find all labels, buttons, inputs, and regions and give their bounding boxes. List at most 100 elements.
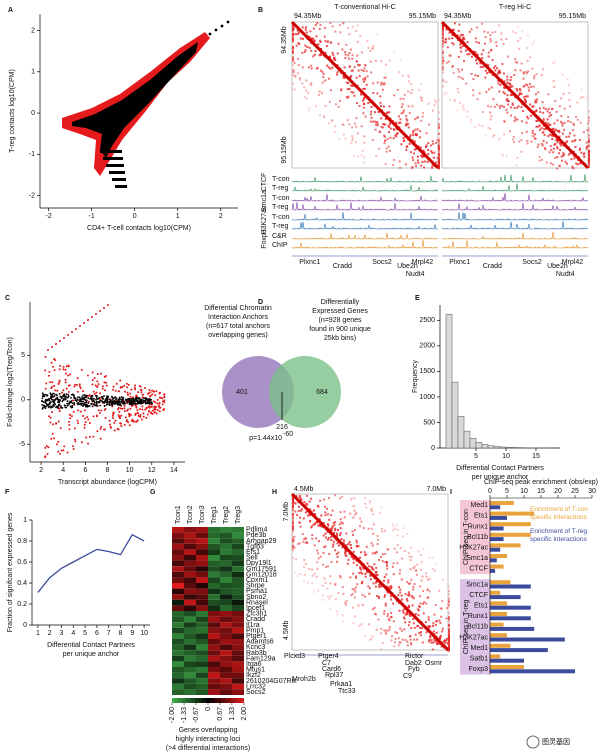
hic-pixel (588, 163, 590, 166)
hic-pixel (488, 88, 491, 91)
hic-pixel (330, 529, 333, 532)
hic-pixel (338, 24, 341, 27)
hic-pixel (439, 636, 442, 639)
point-black (77, 403, 79, 406)
point-black (54, 403, 57, 406)
hic-pixel (403, 550, 406, 553)
hic-pixel (527, 117, 530, 120)
point-black (71, 393, 73, 396)
hic-pixel (370, 110, 373, 113)
heatmap-cell (208, 605, 220, 611)
hic-pixel (448, 631, 450, 634)
panel-letter: F (5, 489, 10, 496)
heatmap-cell (232, 583, 244, 589)
hic-pixel (398, 71, 401, 74)
heatmap-cell (184, 605, 196, 611)
point-red (64, 381, 67, 384)
point-red (96, 385, 99, 388)
hic-pixel (402, 609, 405, 612)
hic-title: T-reg Hi-C (499, 4, 531, 11)
hic-pixel (505, 99, 508, 102)
hic-pixel (462, 108, 465, 111)
hic-pixel (551, 134, 554, 137)
hic-pixel (292, 60, 294, 63)
point-red (53, 369, 56, 372)
hic-pixel (331, 25, 334, 28)
hic-pixel (518, 47, 521, 50)
hic-pixel (425, 572, 428, 575)
hic-pixel (382, 105, 385, 108)
hic-pixel (585, 146, 588, 149)
hic-pixel (360, 520, 363, 523)
hic-pixel (556, 141, 559, 144)
hic-pixel (533, 74, 536, 77)
hic-pixel (395, 123, 398, 126)
hic-pixel (588, 140, 590, 143)
hic-pixel (356, 54, 359, 57)
hic-pixel (438, 154, 440, 157)
hic-pixel (324, 51, 327, 54)
hic-pixel (380, 117, 383, 120)
heatmap-cell (184, 543, 196, 550)
hic-pixel (588, 156, 590, 159)
hic-pixel (540, 74, 543, 77)
hic-pixel (479, 66, 482, 69)
heatmap-cell (220, 616, 232, 623)
hic-pixel (332, 521, 335, 524)
hic-pixel (302, 540, 305, 543)
heatmap-cell (232, 532, 244, 539)
hic-pixel (301, 533, 304, 536)
hic-pixel (550, 148, 553, 151)
hic-pixel (374, 574, 377, 577)
hic-pixel (448, 637, 450, 640)
point-black (60, 406, 63, 409)
hic-pixel (333, 58, 336, 61)
point-black (120, 401, 123, 403)
hic-pixel (330, 120, 333, 123)
x-tick-label: 5 (474, 453, 478, 460)
hic-pixel (381, 560, 384, 563)
hic-pixel (331, 545, 334, 548)
hic-pixel (297, 64, 300, 67)
hic-pixel (448, 628, 450, 631)
point-black (112, 400, 115, 403)
point-red (145, 416, 148, 419)
hic-pixel (371, 544, 374, 547)
hic-pixel (394, 134, 397, 137)
hic-pixel (306, 541, 309, 544)
bar (490, 590, 501, 595)
heatmap-cell (196, 627, 208, 634)
hic-pixel (366, 75, 369, 78)
heatmap-cell (196, 672, 208, 679)
hic-pixel (488, 71, 491, 74)
hic-pixel (573, 140, 576, 143)
hic-pixel (308, 107, 311, 110)
hic-pixel (527, 89, 530, 92)
hic-pixel (514, 60, 517, 63)
hic-pixel (428, 123, 431, 126)
hic-pixel (324, 511, 327, 514)
hic-pixel (328, 553, 331, 556)
point-red (105, 381, 108, 384)
hic-pixel (327, 66, 330, 69)
hic-pixel (444, 38, 447, 41)
hic-pixel (399, 58, 402, 61)
hic-pixel (415, 134, 418, 137)
hic-pixel (338, 497, 341, 500)
hic-pixel (469, 118, 472, 121)
gene-label: C7 (322, 660, 331, 667)
heatmap-cell (220, 622, 232, 628)
track-signal (291, 240, 439, 249)
hic-pixel (541, 158, 544, 161)
hic-pixel (475, 26, 478, 29)
hic-pixel (500, 32, 503, 35)
hic-pixel (349, 576, 352, 579)
heatmap-cell (220, 683, 232, 690)
hic-pixel (494, 30, 497, 33)
bar (511, 447, 519, 449)
hic-pixel (390, 585, 393, 588)
hic-pixel (474, 37, 477, 40)
hic-pixel (474, 51, 477, 54)
hic-pixel (362, 112, 365, 115)
hic-pixel (438, 133, 440, 136)
